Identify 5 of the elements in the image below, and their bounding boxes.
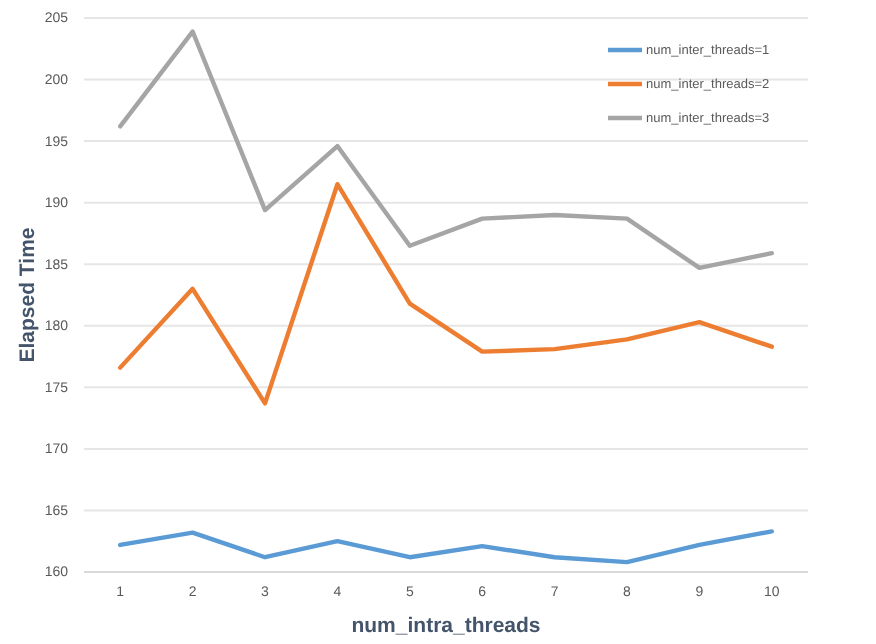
y-axis-title: Elapsed Time bbox=[16, 227, 40, 363]
line-series bbox=[118, 529, 774, 565]
x-axis-title: num_intra_threads bbox=[351, 614, 541, 638]
line-series bbox=[118, 29, 774, 271]
line-series bbox=[118, 182, 774, 406]
